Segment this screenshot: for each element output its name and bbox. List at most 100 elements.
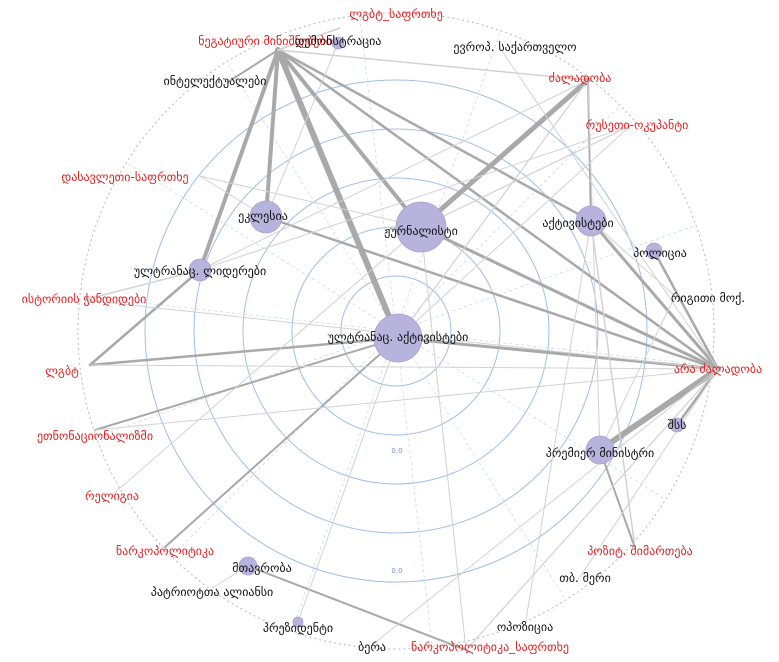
- node-jurn: [395, 201, 447, 253]
- edge-lgbt-ara_dzal: [89, 364, 719, 370]
- edge-ultra_aqt-lgbt: [88, 336, 400, 367]
- edge-ara_dzal-bera: [371, 368, 719, 646]
- ring: [144, 79, 648, 583]
- spoke: [79, 295, 397, 332]
- node-premier: [585, 435, 615, 465]
- edge-ultra_lid-lgbt: [88, 268, 202, 367]
- node-label-pol: პოლიცია: [633, 246, 687, 260]
- edge-jurn-dzal: [418, 77, 591, 230]
- edge-pol-ara_dzal: [652, 249, 720, 371]
- edges: [83, 27, 721, 651]
- ring: [340, 275, 452, 387]
- spoke: [395, 30, 501, 332]
- edge-aqt-pozit: [590, 220, 636, 549]
- edge-ara_dzal-narko_sap: [465, 368, 719, 651]
- edge-ultra_aqt-etnonac: [94, 337, 399, 431]
- node-pol: [645, 242, 663, 260]
- node-label-opozic: ოპოზიცია: [497, 620, 553, 634]
- edge-neg_min-ultra_lid: [198, 48, 280, 272]
- edge-neg_min-ultra_aqt: [275, 47, 401, 341]
- node-label-ultra_lid: ულტრანაც. ლიდერები: [134, 264, 266, 278]
- edge-dzal-ultra_lid: [199, 79, 589, 271]
- edge-prezid-ultra_aqt: [297, 337, 399, 623]
- edge-premier-ara_dzal: [597, 366, 721, 453]
- node-label-euro: ევროპ. საქართველო: [453, 40, 576, 54]
- edge-aqt-ara_dzal: [589, 219, 720, 371]
- node-label-demon: დემონსტრაცია: [295, 34, 382, 48]
- node-label-pozit: პოზიტ. შიმართება: [587, 544, 693, 558]
- edge-neg_min-jurn: [276, 48, 423, 229]
- spoke: [395, 330, 666, 500]
- edge-ultra_aqt-narko: [164, 337, 399, 548]
- node-demon: [331, 36, 345, 50]
- node-label-ara_dzal: არა ძალადობა: [674, 362, 762, 376]
- edge-eklesia-ara_dzal: [264, 215, 720, 371]
- spoke: [225, 61, 397, 332]
- spoke: [395, 330, 713, 367]
- edge-religia-jurn: [111, 226, 422, 496]
- node-label-eklesia: ეკლესია: [238, 209, 288, 223]
- node-label-aqt: აქტივისტები: [542, 216, 613, 230]
- node-label-premier: პრემიერ მინისტრი: [546, 446, 655, 460]
- spoke: [171, 330, 397, 557]
- ring-tick-label: 0.0: [391, 447, 402, 455]
- edge-jurn-narko_sap: [420, 226, 467, 651]
- edge-premier-pozit: [599, 449, 636, 549]
- edge-neg_min-dzal: [277, 49, 589, 81]
- edge-jurn-rus: [420, 125, 631, 228]
- edge-ultra_aqt-ara_dzal: [396, 336, 720, 371]
- spoke: [291, 330, 397, 632]
- node-label-intel: ინტელექტუალები: [164, 74, 267, 88]
- node-label-lgbt: ლგბტ: [45, 364, 79, 378]
- edge-opozic-aqt: [524, 220, 592, 627]
- node-mtavroba: [238, 556, 258, 576]
- edge-ara_dzal-tb_meri: [577, 368, 719, 581]
- node-label-jurn: ჟურნალისტი: [384, 224, 458, 238]
- node-label-prezid: პრეზიდენტი: [263, 621, 333, 635]
- node-label-istor: ისტორიის ჭანდიდები: [22, 292, 147, 306]
- edge-demon-eklesia: [265, 42, 339, 218]
- node-prezid: [292, 616, 304, 628]
- edge-ultra_lid-rus: [199, 125, 631, 271]
- spoke: [126, 162, 397, 332]
- edge-ultra_lid-istor: [83, 269, 201, 301]
- node-label-mtavroba: მთავრობა: [232, 561, 291, 575]
- edge-euro-ara_dzal: [499, 47, 719, 370]
- node-eklesia: [249, 200, 283, 234]
- node-label-patriot: პატრიოტთა ალიანსი: [151, 585, 274, 599]
- spoke: [395, 330, 433, 647]
- outer-boundary: [77, 12, 715, 650]
- edge-rigit-premier: [599, 295, 676, 451]
- edge-rus-ultra_aqt: [397, 125, 631, 339]
- node-label-tb_meri: თბ. მერი: [559, 571, 611, 585]
- node-label-dasav: დასავლეთი-საფრთხე: [61, 170, 188, 184]
- node-label-etnonac: ეთნონაციონალიზმი: [37, 429, 153, 443]
- edge-shs-ara_dzal: [675, 367, 720, 427]
- edge-neg_min-ara_dzal: [276, 48, 720, 371]
- ring: [242, 177, 550, 485]
- node-label-rigit: რიგითი მოქ.: [671, 291, 745, 305]
- node-label-rus: რუსეთი-ოკუპანტი: [586, 118, 689, 132]
- node-aqt: [575, 205, 607, 237]
- ring: [193, 128, 599, 534]
- node-shs: [669, 417, 685, 433]
- node-label-shs: შსს: [668, 418, 687, 432]
- node-label-bera: ბერა: [358, 640, 386, 654]
- edge-dzal-premier: [587, 79, 601, 451]
- edge-dasav-jurn: [199, 175, 422, 228]
- node-label-narko: ნარკოპოლიტიკა: [116, 544, 214, 558]
- node-label-lgbt_sap: ლგბტ_საფრთხე: [349, 7, 443, 21]
- node-ultra_aqt: [373, 313, 423, 363]
- edge-mtavroba-narko_sap: [247, 565, 467, 651]
- nodes: [188, 36, 685, 628]
- edge-jurn-ara_dzal: [419, 225, 720, 371]
- edge-neg_min-aqt: [276, 48, 593, 223]
- edge-ultra_aqt-dzal: [397, 79, 589, 339]
- node-label-dzal: ძალადობა: [549, 71, 612, 85]
- node-label-religia: რელიგია: [85, 489, 139, 503]
- edge-neg_min-intel: [227, 49, 279, 83]
- spoke: [395, 224, 697, 332]
- node-label-ultra_aqt: ულტრანაც. აქტივისტები: [328, 330, 469, 344]
- node-ultra_lid: [188, 258, 212, 282]
